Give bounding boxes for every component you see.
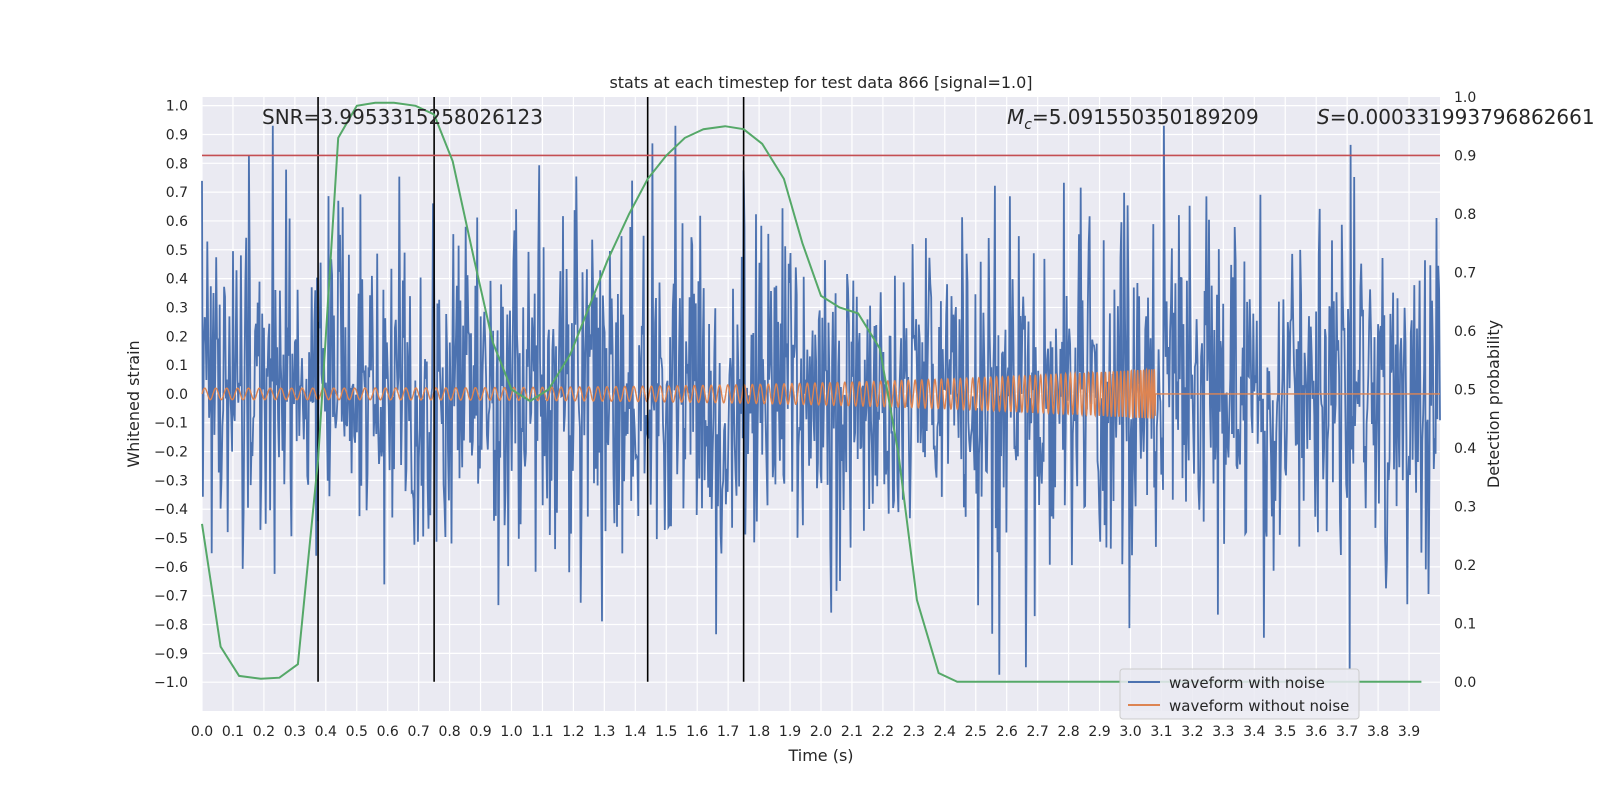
y-right-tick-label: 0.4 [1454,441,1476,457]
y-left-tick-label: −0.6 [154,560,188,576]
x-tick-label: 0.1 [222,724,244,740]
x-tick-label: 2.7 [1027,724,1049,740]
x-tick-label: 2.6 [996,724,1018,740]
x-tick-label: 2.4 [934,724,956,740]
x-tick-label: 1.5 [655,724,677,740]
x-tick-label: 2.2 [872,724,894,740]
y-right-tick-label: 0.2 [1454,558,1476,574]
legend: waveform with noise waveform without noi… [1119,668,1360,720]
x-tick-label: 1.7 [717,724,739,740]
chirp-mass-annotation: Mc=5.091550350189209 [1007,105,1259,133]
y-left-tick-label: 0.7 [166,185,188,201]
series-detection-probability [201,101,1422,683]
x-tick-label: 2.1 [841,724,863,740]
y-left-tick-label: 0.8 [166,156,188,172]
x-tick-label: 3.1 [1150,724,1172,740]
series-waveform-without-noise [201,367,1440,419]
y-left-tick-label: 0.6 [166,214,188,230]
y-left-tick-label: −0.9 [154,646,188,662]
legend-label-clean: waveform without noise [1169,697,1349,715]
y-axis-left-label: Whitened strain [124,340,143,467]
x-tick-label: 1.1 [531,724,553,740]
y-right-tick-label: 0.8 [1454,207,1476,223]
x-tick-label: 0.9 [469,724,491,740]
legend-label-noise: waveform with noise [1169,674,1325,692]
x-tick-label: 3.7 [1336,724,1358,740]
x-tick-label: 0.2 [253,724,275,740]
x-tick-label: 1.9 [779,724,801,740]
y-left-tick-label: 0.0 [166,387,188,403]
x-tick-label: 3.9 [1398,724,1420,740]
y-right-tick-label: 0.6 [1454,324,1476,340]
y-left-tick-label: −1.0 [154,675,188,691]
x-tick-label: 1.8 [748,724,770,740]
x-tick-label: 3.8 [1367,724,1389,740]
y-left-tick-label: −0.8 [154,618,188,634]
x-tick-label: 1.6 [686,724,708,740]
x-tick-label: 2.5 [965,724,987,740]
x-axis-label: Time (s) [787,746,853,765]
x-tick-label: 2.0 [810,724,832,740]
y-right-tick-label: 0.7 [1454,265,1476,281]
chirp-mass-symbol: M [1007,105,1024,129]
y-left-tick-label: −0.2 [154,445,188,461]
chirp-mass-subscript: c [1024,117,1032,133]
x-tick-label: 1.3 [593,724,615,740]
y-left-tick-label: 0.3 [166,300,188,316]
chart-title: stats at each timestep for test data 866… [609,73,1032,92]
x-tick-label: 0.7 [408,724,430,740]
y-left-tick-label: 0.4 [166,272,188,288]
noise-waveform-line [201,125,1441,675]
x-axis-ticks: 0.0 0.1 0.2 0.3 0.4 0.5 0.6 0.7 0.8 0.9 1.0 1.1 1.2 1… [191,724,1420,740]
y-left-tick-label: −0.3 [154,473,188,489]
x-tick-label: 0.3 [284,724,306,740]
x-tick-label: 0.6 [377,724,399,740]
y-left-tick-label: −0.4 [154,502,188,518]
y-left-tick-label: 0.5 [166,243,188,259]
y-left-tick-label: 0.1 [166,358,188,374]
x-tick-label: 3.0 [1119,724,1141,740]
x-tick-label: 1.0 [500,724,522,740]
y-right-tick-label: 0.1 [1454,616,1476,632]
s-annotation: S=0.0003319937968626​61 [1317,105,1595,129]
series-waveform-with-noise [201,125,1441,675]
x-tick-label: 0.8 [438,724,460,740]
x-tick-label: 1.4 [624,724,646,740]
event-markers [317,97,745,682]
x-tick-label: 2.9 [1088,724,1110,740]
chirp-mass-value: =5.091550350189209 [1032,105,1259,129]
x-tick-label: 3.5 [1274,724,1296,740]
x-tick-label: 0.5 [346,724,368,740]
legend-box [1119,668,1360,720]
y-right-tick-label: 0.0 [1454,675,1476,691]
s-symbol: S [1317,105,1330,129]
y-right-tick-label: 1.0 [1454,90,1476,106]
x-tick-label: 0.0 [191,724,213,740]
x-tick-label: 2.3 [903,724,925,740]
y-right-tick-label: 0.3 [1454,499,1476,515]
y-left-tick-label: −0.1 [154,416,188,432]
x-tick-label: 2.8 [1057,724,1079,740]
y-axis-left-ticks: 1.0 0.9 0.8 0.7 0.6 0.5 0.4 0.3 0.2 0.1 0.0 −0.1 −0.… [154,99,188,692]
y-right-tick-label: 0.9 [1454,148,1476,164]
x-tick-label: 0.4 [315,724,337,740]
x-tick-label: 3.6 [1305,724,1327,740]
snr-annotation: SNR=3.9953315258026123 [262,105,543,129]
s-value: =0.0003319937968626​61 [1330,105,1595,129]
y-right-tick-label: 0.5 [1454,382,1476,398]
x-tick-label: 3.2 [1181,724,1203,740]
x-tick-label: 1.2 [562,724,584,740]
y-left-tick-label: 0.2 [166,329,188,345]
y-axis-right-label: Detection probability [1484,320,1503,488]
clean-waveform-line [201,367,1440,419]
y-left-tick-label: −0.7 [154,589,188,605]
y-left-tick-label: 1.0 [166,99,188,115]
x-tick-label: 3.4 [1243,724,1265,740]
y-axis-right-ticks: 1.0 0.9 0.8 0.7 0.6 0.5 0.4 0.3 0.2 0.1 0.0 [1454,90,1476,691]
y-left-tick-label: 0.9 [166,127,188,143]
x-tick-label: 3.3 [1212,724,1234,740]
y-left-tick-label: −0.5 [154,531,188,547]
probability-line [201,101,1422,683]
